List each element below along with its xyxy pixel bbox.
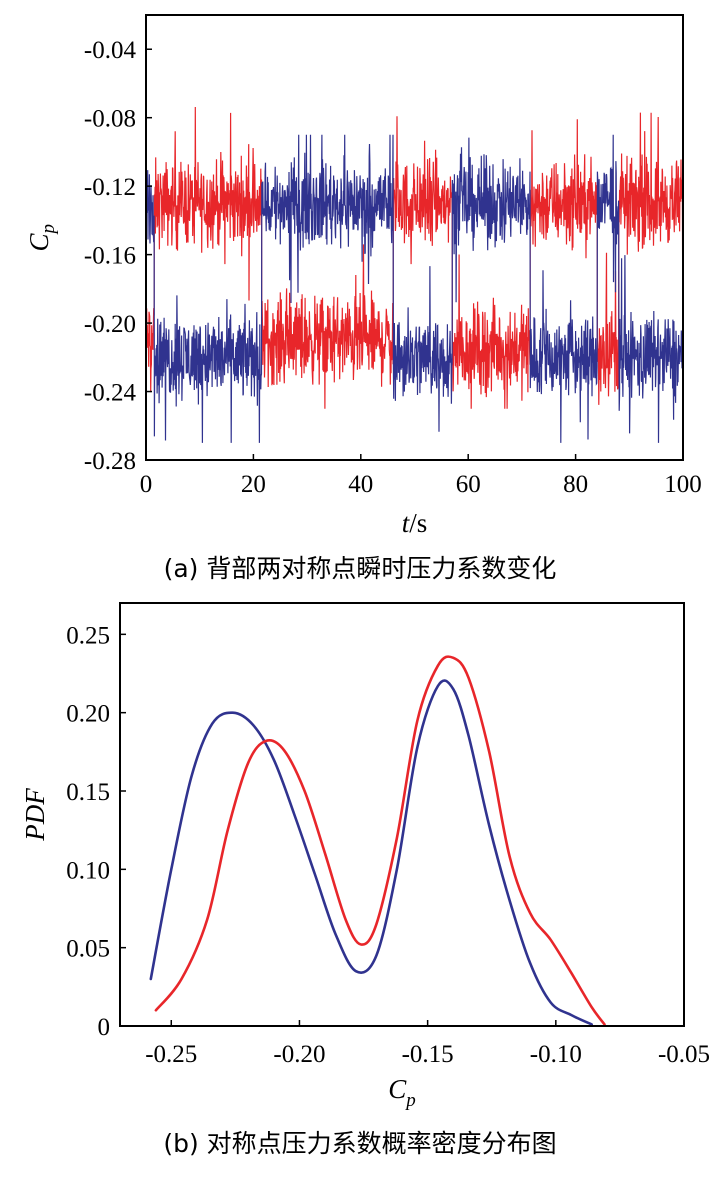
chart-b-y-axis-label: PDF (20, 788, 50, 842)
b-x-tick-label: -0.05 (658, 1041, 710, 1068)
chart-b-axis-ticks: -0.25 -0.20 -0.15 -0.10 -0.05 0 0.05 0.10 0.15 0.… (66, 622, 710, 1068)
b-y-tick-label: 0.25 (66, 622, 110, 649)
a-y-tick-label: -0.24 (84, 380, 137, 407)
chart-b-series-1-line (149, 679, 593, 1026)
chart-a-axis-ticks: 0 20 40 60 80 100 -0.04 -0.08 -0.12 -0.16 -0.20 -0.… (84, 37, 702, 498)
chart-a-y-axis-label: Cp (24, 224, 59, 252)
chart-a: 0 20 40 60 80 100 -0.04 -0.08 -0.12 -0.16 -0.20 -0.… (24, 14, 702, 583)
a-y-tick-label: -0.16 (84, 243, 136, 270)
chart-a-caption: (a) 背部两对称点瞬时压力系数变化 (164, 554, 557, 583)
a-y-tick-label: -0.04 (84, 37, 137, 64)
chart-b: -0.25 -0.20 -0.15 -0.10 -0.05 0 0.05 0.10 0.15 0.… (20, 602, 710, 1158)
chart-b-x-axis-label-sub: p (404, 1090, 416, 1111)
b-y-tick-label: 0 (98, 1014, 111, 1041)
b-x-tick-label: -0.20 (273, 1041, 325, 1068)
a-x-tick-label: 80 (563, 471, 588, 498)
chart-b-series-2-line (154, 655, 606, 1026)
chart-a-x-axis-label: t/s (402, 508, 428, 538)
b-x-tick-label: -0.15 (402, 1041, 454, 1068)
a-x-tick-label: 20 (241, 471, 266, 498)
a-y-tick-label: -0.20 (84, 311, 136, 338)
b-y-tick-label: 0.15 (66, 779, 110, 806)
chart-b-x-axis-label: Cp (388, 1074, 416, 1111)
b-x-tick-label: -0.25 (145, 1041, 197, 1068)
chart-b-plot-frame (119, 602, 685, 1027)
chart-a-x-axis-label-main: t (402, 508, 411, 538)
chart-b-x-axis-label-main: C (388, 1074, 407, 1104)
chart-a-plot-frame (145, 14, 684, 461)
chart-a-x-axis-label-unit: /s (409, 508, 427, 538)
chart-b-series-group (149, 655, 606, 1026)
a-x-tick-label: 60 (456, 471, 481, 498)
a-y-tick-label: -0.08 (84, 106, 136, 133)
chart-a-y-axis-label-sub: p (38, 224, 59, 236)
chart-a-series-1-line (145, 106, 684, 409)
chart-b-caption: (b) 对称点压力系数概率密度分布图 (163, 1129, 556, 1158)
a-y-tick-label: -0.12 (84, 174, 136, 201)
chart-a-y-axis-label-main: C (24, 233, 54, 252)
a-x-tick-label: 0 (140, 471, 153, 498)
a-x-tick-label: 100 (664, 471, 702, 498)
a-y-tick-label: -0.28 (84, 448, 136, 475)
chart-a-series-2-line (145, 134, 684, 443)
b-y-tick-label: 0.10 (66, 857, 110, 884)
a-x-tick-label: 40 (348, 471, 373, 498)
b-y-tick-label: 0.20 (66, 701, 110, 728)
b-x-tick-label: -0.10 (530, 1041, 582, 1068)
b-y-tick-label: 0.05 (66, 936, 110, 963)
chart-a-series-group (145, 106, 684, 443)
